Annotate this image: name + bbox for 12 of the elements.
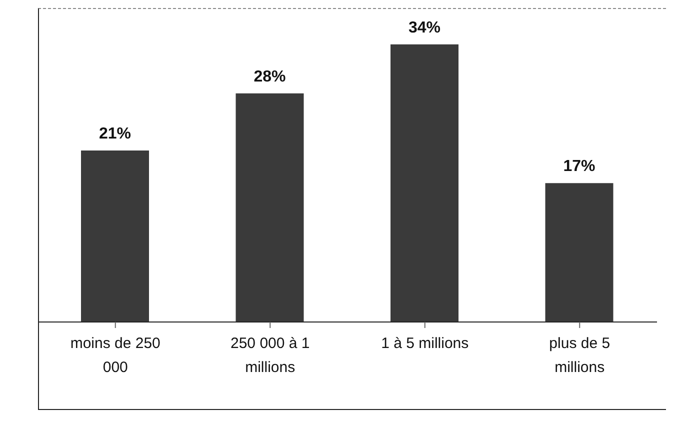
x-tick-label: 250 000 à 1 millions: [230, 335, 310, 376]
bar: [390, 44, 458, 322]
x-tick-label: plus de 5 millions: [549, 335, 610, 376]
bar: [236, 93, 304, 322]
x-tick-label: 1 à 5 millions: [381, 335, 469, 352]
data-label: 34%: [408, 19, 441, 36]
x-tick-label: moins de 250 000: [70, 335, 160, 376]
data-label: 28%: [254, 68, 286, 86]
bar: [545, 183, 614, 322]
bar: [81, 150, 149, 322]
data-label: 21%: [98, 126, 132, 142]
data-label: 17%: [563, 158, 596, 176]
